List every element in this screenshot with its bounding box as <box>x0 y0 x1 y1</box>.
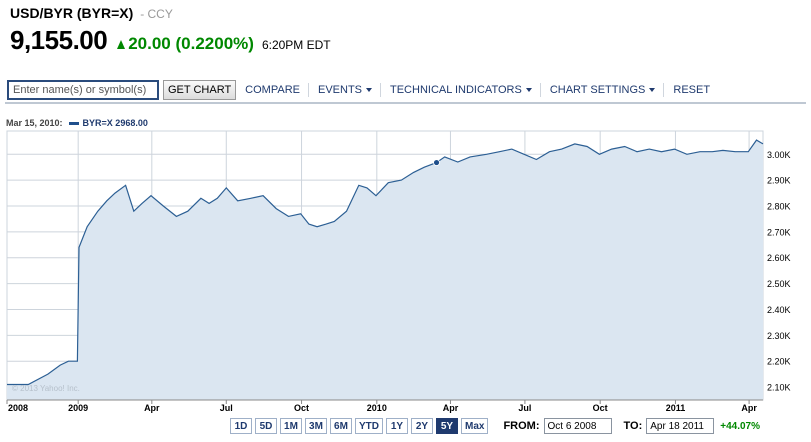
from-label: FROM: <box>503 420 540 432</box>
x-tick-label: 2009 <box>68 403 88 413</box>
legend-swatch <box>68 121 79 125</box>
chart-settings-label: CHART SETTINGS <box>549 84 646 96</box>
y-tick-label: 2.60K <box>767 253 791 263</box>
x-tick-label: Oct <box>294 403 309 413</box>
symbol-title: USD/BYR (BYR=X) <box>10 5 134 21</box>
reset-link[interactable]: RESET <box>673 83 718 97</box>
x-tick-label: Jul <box>518 403 531 413</box>
y-tick-label: 2.50K <box>767 279 791 289</box>
range-button-ytd[interactable]: YTD <box>355 418 383 434</box>
chart-settings-menu[interactable]: CHART SETTINGS <box>550 83 665 97</box>
chart-toolbar: GET CHART COMPARE EVENTS TECHNICAL INDIC… <box>5 78 806 104</box>
caret-down-icon <box>649 88 656 92</box>
technical-indicators-menu[interactable]: TECHNICAL INDICATORS <box>390 83 541 97</box>
chart-legend: Mar 15, 2010: BYR=X 2968.00 <box>6 116 148 130</box>
y-tick-label: 2.30K <box>767 331 791 341</box>
range-button-5y[interactable]: 5Y <box>436 418 458 434</box>
events-menu[interactable]: EVENTS <box>318 83 381 97</box>
symbol-search-input[interactable] <box>7 80 159 100</box>
caret-down-icon <box>366 88 372 92</box>
price-line: 9,155.00 20.00 (0.2200%) 6:20PM EDT <box>10 25 800 56</box>
y-tick-label: 2.80K <box>767 202 791 212</box>
to-date-input[interactable] <box>646 418 715 434</box>
events-label: EVENTS <box>317 84 362 96</box>
to-label: TO: <box>623 420 643 432</box>
y-tick-label: 2.40K <box>767 305 791 315</box>
quote-time: 6:20PM EDT <box>261 38 331 52</box>
price-change: 20.00 (0.2200%) <box>117 34 254 54</box>
range-button-group: 1D 5D 1M 3M 6M YTD 1Y 2Y 5Y Max <box>230 418 491 434</box>
x-tick-label: 2011 <box>666 403 686 413</box>
range-button-1m[interactable]: 1M <box>280 418 302 434</box>
arrow-up-icon <box>117 40 126 49</box>
y-tick-label: 2.10K <box>767 383 791 393</box>
series-line <box>7 139 764 386</box>
range-button-5d[interactable]: 5D <box>255 418 277 434</box>
symbol-line: USD/BYR (BYR=X) - CCY <box>10 5 800 21</box>
range-button-1d[interactable]: 1D <box>230 418 252 434</box>
y-tick-label: 2.90K <box>767 176 791 186</box>
copyright-watermark: © 2013 Yahoo! Inc. <box>12 384 80 393</box>
compare-label: COMPARE <box>245 84 300 96</box>
range-button-1y[interactable]: 1Y <box>386 418 408 434</box>
caret-down-icon <box>525 88 532 92</box>
x-tick-label: Apr <box>741 403 757 413</box>
x-tick-label: 2008 <box>8 403 28 413</box>
get-chart-button[interactable]: GET CHART <box>163 80 237 100</box>
y-tick-label: 3.00K <box>767 150 791 160</box>
last-price: 9,155.00 <box>10 25 108 55</box>
x-tick-label: Oct <box>593 403 608 413</box>
range-button-3m[interactable]: 3M <box>305 418 327 434</box>
legend-date: Mar 15, 2010: <box>6 118 63 128</box>
x-tick-label: 2010 <box>367 403 387 413</box>
price-chart[interactable]: 2.10K 2.20K 2.30K 2.40K 2.50K 2.60K 2.70K 2.80K… <box>0 113 811 418</box>
exchange-label: - CCY <box>140 7 173 21</box>
period-change-percent: +44.07% <box>720 420 761 432</box>
range-button-max[interactable]: Max <box>461 418 489 434</box>
range-button-2y[interactable]: 2Y <box>411 418 433 434</box>
change-percent: (0.2200%) <box>175 34 254 53</box>
x-tick-label: Apr <box>144 403 160 413</box>
hover-marker <box>433 159 440 166</box>
chart-area[interactable]: Mar 15, 2010: BYR=X 2968.00 2.10K 2.20K 2.… <box>0 113 811 442</box>
x-tick-label: Jul <box>220 403 233 413</box>
x-tick-label: Apr <box>443 403 459 413</box>
technical-indicators-label: TECHNICAL INDICATORS <box>390 84 522 96</box>
y-tick-label: 2.20K <box>767 357 791 367</box>
legend-series-value: BYR=X 2968.00 <box>82 118 148 128</box>
change-value: 20.00 <box>128 34 171 53</box>
quote-header: USD/BYR (BYR=X) - CCY 9,155.00 20.00 (0.… <box>10 5 800 63</box>
series-area <box>7 140 763 400</box>
y-tick-label: 2.70K <box>767 227 791 237</box>
range-button-6m[interactable]: 6M <box>330 418 352 434</box>
compare-link[interactable]: COMPARE <box>245 83 309 97</box>
reset-label: RESET <box>673 84 711 96</box>
from-date-input[interactable] <box>543 418 612 434</box>
